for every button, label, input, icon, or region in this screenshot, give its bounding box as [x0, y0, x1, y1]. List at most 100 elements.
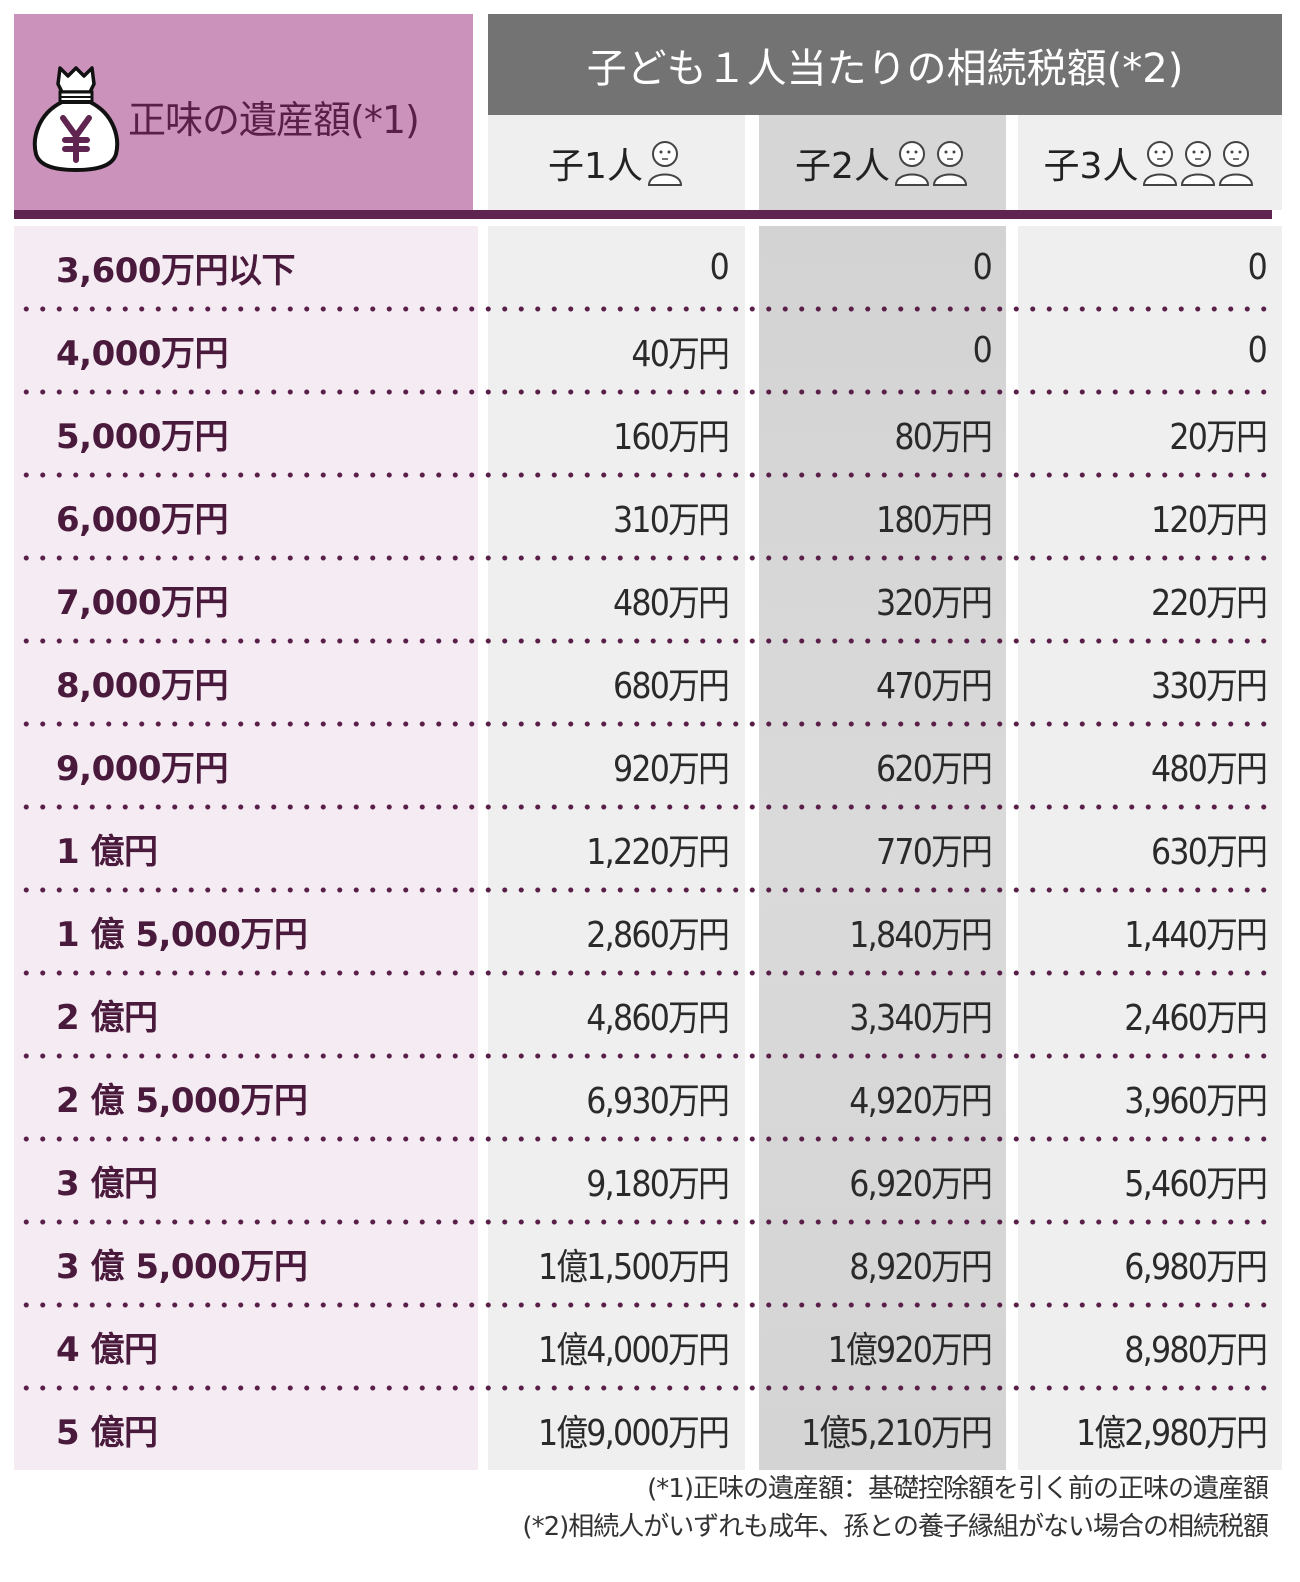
tax-3-children: 3,960万円 — [1124, 1080, 1267, 1122]
estate-amount: 3 億 5,000万円 — [56, 1247, 308, 1287]
estate-amount: 5,000万円 — [56, 417, 229, 457]
one-child-column-bg — [488, 226, 745, 1470]
table-row: 5,000万円 160万円 80万円 20万円 — [14, 392, 1272, 478]
column-header-label: 子2人 — [795, 145, 890, 187]
person-icon — [1181, 140, 1216, 186]
estate-amount: 2 億円 — [56, 998, 158, 1038]
tax-2-children: 0 — [972, 247, 993, 288]
tax-1-child: 1億1,500万円 — [537, 1246, 730, 1288]
person-icon-group — [894, 139, 970, 187]
estate-amount: 4,000万円 — [56, 334, 229, 374]
estate-amount: 2 億 5,000万円 — [56, 1081, 308, 1121]
person-icon-group — [1142, 139, 1256, 187]
estate-amount: 5 億円 — [56, 1413, 158, 1453]
tax-1-child: 480万円 — [612, 582, 730, 624]
tax-1-child: 40万円 — [631, 333, 729, 375]
tax-3-children: 220万円 — [1150, 582, 1268, 624]
tax-3-children: 2,460万円 — [1124, 997, 1267, 1039]
two-children-column-bg — [759, 226, 1006, 1470]
table-row: 2 億円 4,860万円 3,340万円 2,460万円 — [14, 973, 1272, 1059]
money-bag-yen-icon — [32, 66, 120, 172]
tax-3-children: 1,440万円 — [1124, 914, 1267, 956]
column-header-2-children: 子2人 — [759, 115, 1006, 210]
tax-1-child: 160万円 — [612, 416, 730, 458]
person-icon — [1143, 140, 1178, 186]
footnote-2: (*2)相続人がいずれも成年、孫との養子縁組がない場合の相続税額 — [522, 1512, 1269, 1542]
dotted-divider — [18, 804, 1272, 810]
dotted-divider — [18, 306, 1272, 312]
estate-amount: 1 億 5,000万円 — [56, 915, 308, 955]
tax-1-child: 4,860万円 — [586, 997, 729, 1039]
person-icon — [932, 140, 967, 186]
dotted-divider — [18, 721, 1272, 727]
table-row: 4,000万円 40万円 0 0 — [14, 309, 1272, 395]
column-header-label: 子3人 — [1043, 145, 1139, 187]
tax-3-children: 1億2,980万円 — [1075, 1412, 1268, 1454]
tax-2-children: 320万円 — [875, 582, 993, 624]
table-row: 3 億円 9,180万円 6,920万円 5,460万円 — [14, 1139, 1272, 1225]
tax-3-children: 480万円 — [1150, 748, 1268, 790]
estate-amount: 9,000万円 — [56, 749, 229, 789]
dotted-divider — [18, 1053, 1272, 1059]
table-row: 3,600万円以下 0 0 0 — [14, 226, 1272, 312]
tax-3-children: 120万円 — [1150, 499, 1268, 541]
tax-2-children: 3,340万円 — [849, 997, 992, 1039]
estate-amount: 3 億円 — [56, 1164, 158, 1204]
footnotes: (*1)正味の遺産額：基礎控除額を引く前の正味の遺産額 (*2)相続人がいずれも… — [522, 1470, 1269, 1546]
dotted-divider — [18, 638, 1272, 644]
tax-1-child: 920万円 — [612, 748, 730, 790]
estate-amount: 7,000万円 — [56, 583, 229, 623]
tax-2-children: 4,920万円 — [849, 1080, 992, 1122]
dotted-divider — [18, 887, 1272, 893]
table-row: 4 億円 1億4,000万円 1億920万円 8,980万円 — [14, 1305, 1272, 1391]
tax-1-child: 1,220万円 — [586, 831, 729, 873]
column-header-label: 子1人 — [548, 145, 643, 187]
tax-1-child: 1億9,000万円 — [537, 1412, 730, 1454]
dotted-divider — [18, 1219, 1272, 1225]
table-row: 6,000万円 310万円 180万円 120万円 — [14, 475, 1272, 561]
tax-2-children: 470万円 — [875, 665, 993, 707]
table-row: 5 億円 1億9,000万円 1億5,210万円 1億2,980万円 — [14, 1388, 1272, 1471]
tax-1-child: 9,180万円 — [586, 1163, 729, 1205]
dotted-divider — [18, 472, 1272, 478]
tax-3-children: 8,980万円 — [1124, 1329, 1267, 1371]
tax-per-child-header: 子ども１人当たりの相続税額(*2) — [488, 14, 1282, 115]
person-icon — [647, 140, 682, 186]
tax-1-child: 2,860万円 — [586, 914, 729, 956]
tax-2-children: 1億5,210万円 — [800, 1412, 993, 1454]
estate-amount: 8,000万円 — [56, 666, 229, 706]
tax-1-child: 310万円 — [612, 499, 730, 541]
tax-2-children: 1,840万円 — [849, 914, 992, 956]
estate-header: 正味の遺産額(*1) — [14, 14, 473, 210]
estate-header-title: 正味の遺産額(*1) — [128, 97, 420, 142]
table-row: 1 億円 1,220万円 770万円 630万円 — [14, 807, 1272, 893]
dotted-divider — [18, 555, 1272, 561]
tax-2-children: 1億920万円 — [827, 1329, 993, 1371]
dotted-divider — [18, 1136, 1272, 1142]
tax-2-children: 620万円 — [875, 748, 993, 790]
tax-3-children: 330万円 — [1150, 665, 1268, 707]
table-row: 7,000万円 480万円 320万円 220万円 — [14, 558, 1272, 644]
table-row: 3 億 5,000万円 1億1,500万円 8,920万円 6,980万円 — [14, 1222, 1272, 1308]
footnote-1: (*1)正味の遺産額：基礎控除額を引く前の正味の遺産額 — [647, 1474, 1269, 1504]
table-row: 8,000万円 680万円 470万円 330万円 — [14, 641, 1272, 727]
table-row: 1 億 5,000万円 2,860万円 1,840万円 1,440万円 — [14, 890, 1272, 976]
header-divider — [14, 210, 1272, 219]
tax-2-children: 0 — [972, 330, 993, 371]
dotted-divider — [18, 1385, 1272, 1391]
dotted-divider — [18, 389, 1272, 395]
estate-amount: 6,000万円 — [56, 500, 229, 540]
estate-amount: 1 億円 — [56, 832, 158, 872]
column-header-3-children: 子3人 — [1018, 115, 1282, 210]
tax-2-children: 80万円 — [894, 416, 992, 458]
table-row: 2 億 5,000万円 6,930万円 4,920万円 3,960万円 — [14, 1056, 1272, 1142]
tax-3-children: 5,460万円 — [1124, 1163, 1267, 1205]
tax-1-child: 680万円 — [612, 665, 730, 707]
person-icon — [894, 140, 929, 186]
tax-3-children: 0 — [1247, 247, 1268, 288]
tax-1-child: 6,930万円 — [586, 1080, 729, 1122]
table-body: 3,600万円以下 0 0 0 4,000万円 40万円 0 0 5,000万円 160万円 8… — [14, 226, 1272, 1471]
tax-3-children: 630万円 — [1150, 831, 1268, 873]
tax-1-child: 0 — [709, 247, 730, 288]
tax-2-children: 180万円 — [875, 499, 993, 541]
